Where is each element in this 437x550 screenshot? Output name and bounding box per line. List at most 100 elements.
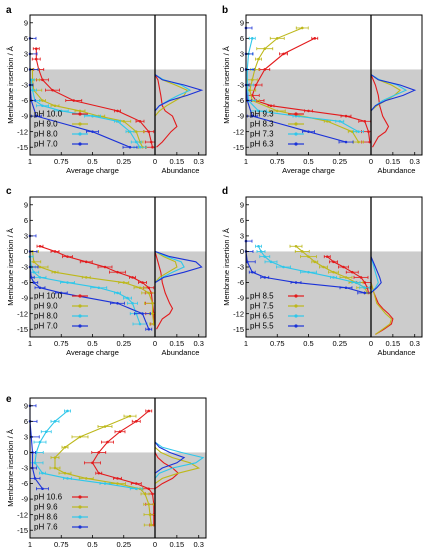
data-point <box>116 477 119 480</box>
data-point <box>245 260 249 264</box>
data-point <box>34 47 38 51</box>
y-axis-label: Membrane insertion / Å <box>6 228 15 306</box>
data-point <box>250 78 254 82</box>
y-axis-label: Membrane insertion / Å <box>222 228 231 306</box>
x-axis-label: Average charge <box>282 166 335 175</box>
data-point <box>116 119 119 123</box>
x2-tick-label: 0.15 <box>170 339 185 348</box>
data-point <box>116 301 119 305</box>
data-point <box>263 68 267 71</box>
data-point <box>250 270 254 274</box>
y-tick-label: 3 <box>240 49 244 58</box>
legend-entry: pH 10.6 <box>34 493 63 502</box>
legend-marker <box>78 294 82 298</box>
x-tick-label: 0.25 <box>116 339 131 348</box>
data-point <box>78 435 82 439</box>
data-point <box>97 451 101 454</box>
x-tick-label: 0 <box>153 157 157 166</box>
data-point <box>38 265 42 269</box>
data-point <box>34 57 38 61</box>
data-point <box>97 471 101 475</box>
data-point <box>128 130 132 133</box>
membrane-shade <box>246 251 422 337</box>
x-tick-label: 0.75 <box>270 157 285 166</box>
y-tick-label: -3 <box>237 263 244 272</box>
data-point <box>342 265 345 269</box>
data-point <box>41 99 44 102</box>
y-tick-label: 3 <box>24 432 28 441</box>
panel-label: b <box>222 5 228 16</box>
y-tick-label: 3 <box>24 49 28 58</box>
data-point <box>151 145 154 149</box>
y-tick-label: 9 <box>24 200 28 209</box>
data-point <box>138 322 142 326</box>
panel-e: 9630-3-6-9-12-1510.750.50.2500.150.3Aver… <box>6 394 207 550</box>
data-point <box>116 482 119 485</box>
y-axis-label: Membrane insertion / Å <box>6 46 15 124</box>
data-point <box>63 445 67 449</box>
y-tick-label: -3 <box>237 81 244 90</box>
x-tick-label: 0 <box>153 339 157 348</box>
data-point <box>134 420 138 423</box>
data-point <box>116 109 119 113</box>
data-point <box>66 255 69 258</box>
data-point <box>91 114 94 118</box>
data-point <box>91 461 94 465</box>
x2-tick-label: 0.15 <box>170 157 185 166</box>
y-tick-label: 3 <box>240 231 244 240</box>
x-tick-label: 0.5 <box>87 540 97 549</box>
y-tick-label: -12 <box>17 309 28 318</box>
data-point <box>250 37 254 40</box>
data-point <box>147 130 151 133</box>
x2-tick-label: 0.3 <box>193 157 203 166</box>
data-point <box>103 482 107 485</box>
y-tick-label: 6 <box>240 216 244 225</box>
legend-entry: pH 10.0 <box>34 110 63 119</box>
x-tick-label: 0.25 <box>332 157 347 166</box>
y-tick-label: -9 <box>21 294 28 303</box>
abundance-curve-2 <box>154 74 188 117</box>
legend-marker <box>294 122 298 126</box>
x-tick-label: 0.75 <box>54 157 69 166</box>
data-point <box>32 270 36 274</box>
data-point <box>66 409 69 413</box>
y-tick-label: -15 <box>17 526 28 535</box>
data-point <box>143 492 147 496</box>
legend-entry: pH 7.5 <box>250 302 274 311</box>
data-point <box>91 130 94 133</box>
y-tick-label: 3 <box>24 231 28 240</box>
legend-marker <box>294 142 298 146</box>
data-point <box>282 52 285 56</box>
x-tick-label: 1 <box>28 339 32 348</box>
x-tick-label: 0 <box>369 339 373 348</box>
data-point <box>103 265 107 269</box>
data-point <box>313 37 317 40</box>
data-point <box>363 291 367 295</box>
legend-marker <box>78 304 82 308</box>
x-tick-label: 1 <box>28 157 32 166</box>
charge-series-3 <box>34 410 137 490</box>
legend-entry: pH 9.0 <box>34 302 58 311</box>
x2-axis-label: Abundance <box>378 166 416 175</box>
data-point <box>300 26 304 30</box>
data-point <box>38 244 42 248</box>
data-point <box>357 140 360 144</box>
data-point <box>116 270 119 274</box>
y-tick-label: 6 <box>24 417 28 426</box>
data-point <box>38 440 42 444</box>
legend: pH 9.3pH 8.3pH 7.3pH 6.3 <box>250 110 304 149</box>
data-point <box>151 492 154 496</box>
data-point <box>41 487 44 491</box>
data-point <box>257 244 260 248</box>
panel-c: 9 6 3 0 -3 -6 -9 -12 -151 0.75 0.5 0.25 0 0.15 0.3 Aver… <box>6 186 207 357</box>
abundance-curve-4 <box>370 256 382 294</box>
data-point <box>151 301 154 305</box>
data-point <box>32 260 36 264</box>
x2-tick-label: 0.3 <box>409 157 419 166</box>
x-tick-label: 1 <box>244 339 248 348</box>
y-tick-label: 6 <box>240 34 244 43</box>
data-point <box>344 114 348 118</box>
panel-label: c <box>6 186 12 197</box>
data-point <box>257 109 260 113</box>
y-tick-label: -15 <box>17 325 28 334</box>
